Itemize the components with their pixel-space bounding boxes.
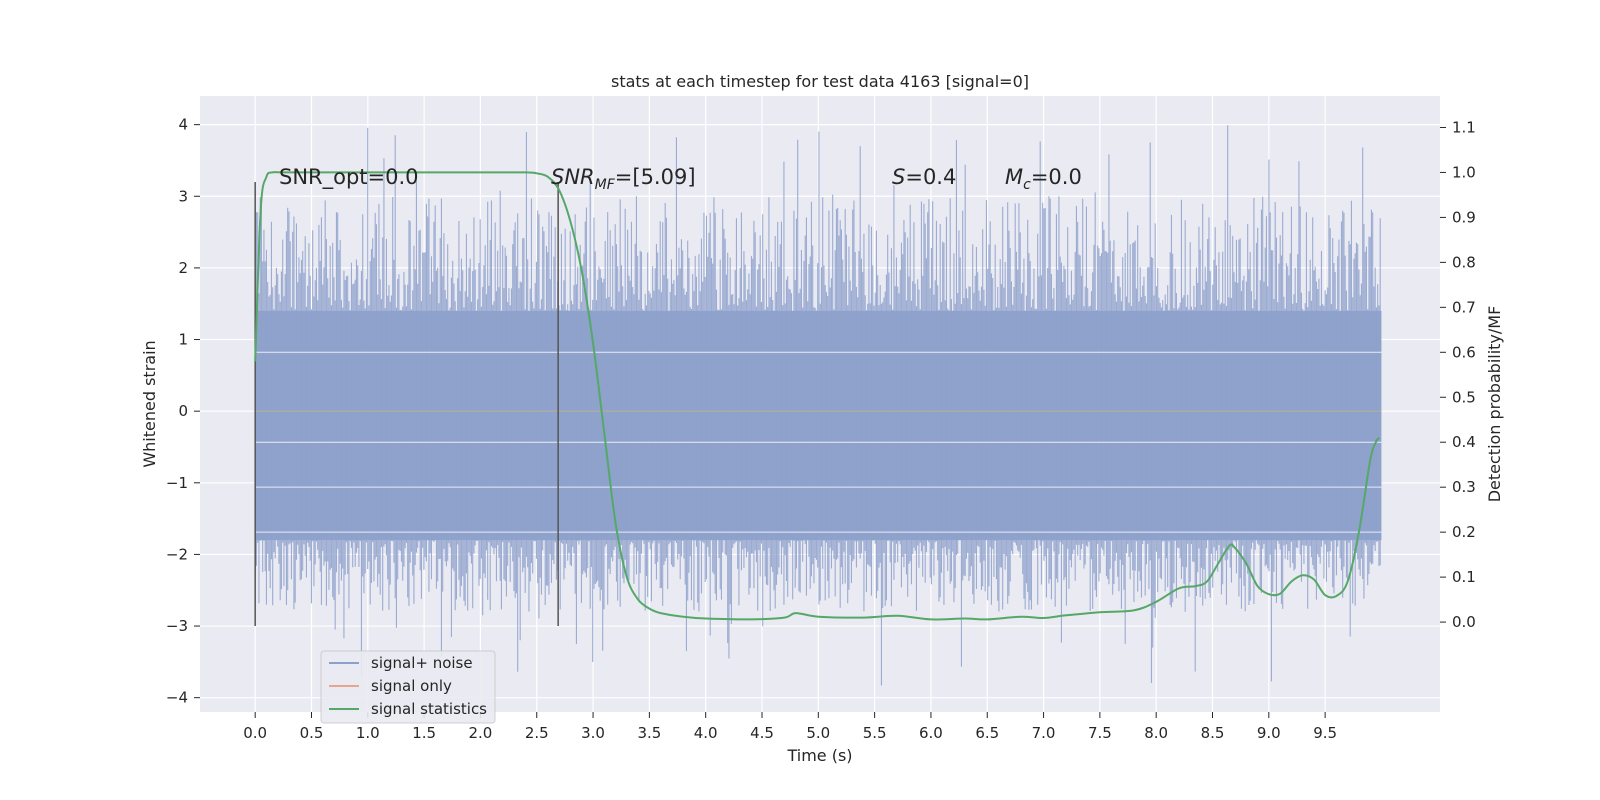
y2-tick-label: 0.6 bbox=[1452, 343, 1476, 361]
x-tick-label: 8.0 bbox=[1144, 724, 1168, 742]
y2-tick-label: 0.5 bbox=[1452, 388, 1476, 406]
x-tick-label: 9.0 bbox=[1257, 724, 1281, 742]
y-axis-label: Whitened strain bbox=[140, 340, 159, 467]
legend-label-statistics: signal statistics bbox=[371, 700, 487, 718]
x-tick-label: 1.5 bbox=[412, 724, 436, 742]
legend: signal+ noise signal only signal statist… bbox=[320, 650, 496, 724]
snr-mf-value: =[5.09] bbox=[615, 165, 696, 189]
mc-value: =0.0 bbox=[1031, 165, 1082, 189]
y2-axis-label: Detection probability/MF bbox=[1485, 306, 1504, 503]
x-tick-label: 0.5 bbox=[300, 724, 324, 742]
y2-tick-label: 0.4 bbox=[1452, 433, 1476, 451]
s-value: =0.4 bbox=[905, 165, 956, 189]
x-tick-label: 5.0 bbox=[806, 724, 830, 742]
noise-trace bbox=[254, 125, 1382, 686]
mc-symbol: M bbox=[1005, 165, 1023, 189]
x-tick-label: 9.5 bbox=[1313, 724, 1337, 742]
x-tick-label: 7.0 bbox=[1032, 724, 1056, 742]
y-tick-label: 2 bbox=[178, 259, 188, 277]
x-tick-label: 7.5 bbox=[1088, 724, 1112, 742]
mc-subscript: c bbox=[1023, 177, 1031, 193]
x-tick-label: 3.0 bbox=[581, 724, 605, 742]
y-tick-label: −2 bbox=[166, 545, 188, 563]
y2-tick-label: 0.9 bbox=[1452, 208, 1476, 226]
x-tick-label: 8.5 bbox=[1201, 724, 1225, 742]
chart-title: stats at each timestep for test data 416… bbox=[611, 72, 1029, 91]
x-tick-label: 4.0 bbox=[694, 724, 718, 742]
legend-label-signal-noise: signal+ noise bbox=[371, 654, 473, 672]
y2-tick-label: 0.3 bbox=[1452, 478, 1476, 496]
y-tick-label: 0 bbox=[178, 402, 188, 420]
y2-axis-ticks: 1.1 1.0 0.9 0.8 0.7 0.6 0.5 0.4 0.3 0.2 0.1 0.0 bbox=[1440, 118, 1476, 631]
x-tick-label: 6.5 bbox=[975, 724, 999, 742]
x-tick-label: 6.0 bbox=[919, 724, 943, 742]
annotation-mc: Mc=0.0 bbox=[1005, 165, 1082, 193]
legend-box bbox=[320, 650, 496, 724]
y2-tick-label: 1.0 bbox=[1452, 163, 1476, 181]
y2-tick-label: 0.2 bbox=[1452, 523, 1476, 541]
signal-statistics-line bbox=[254, 171, 1380, 621]
annotation-snr-opt: SNR_opt=0.0 bbox=[279, 165, 419, 190]
statistics-layer bbox=[254, 171, 1380, 621]
x-tick-label: 2.0 bbox=[469, 724, 493, 742]
y-tick-label: 4 bbox=[178, 116, 188, 134]
x-tick-label: 2.5 bbox=[525, 724, 549, 742]
x-tick-label: 4.5 bbox=[750, 724, 774, 742]
window-markers bbox=[254, 181, 559, 627]
y2-tick-label: 1.1 bbox=[1452, 118, 1476, 136]
x-tick-label: 3.5 bbox=[637, 724, 661, 742]
y-tick-label: −4 bbox=[166, 689, 188, 707]
snr-mf-symbol: SNR bbox=[551, 165, 595, 189]
y-tick-label: 1 bbox=[178, 331, 188, 349]
x-tick-label: 0.0 bbox=[243, 724, 267, 742]
y-tick-label: −1 bbox=[166, 474, 188, 492]
y2-tick-label: 0.7 bbox=[1452, 298, 1476, 316]
y2-tick-label: 0.1 bbox=[1452, 568, 1476, 586]
snr-mf-subscript: MF bbox=[595, 177, 616, 193]
y2-tick-label: 0.8 bbox=[1452, 253, 1476, 271]
signal-noise-core bbox=[255, 310, 1382, 541]
x-tick-label: 1.0 bbox=[356, 724, 380, 742]
x-axis-label: Time (s) bbox=[786, 746, 852, 765]
y-tick-label: 3 bbox=[178, 187, 188, 205]
y2-tick-label: 0.0 bbox=[1452, 613, 1476, 631]
x-tick-label: 5.5 bbox=[863, 724, 887, 742]
legend-label-signal-only: signal only bbox=[371, 677, 452, 695]
y-axis-ticks: 4 3 2 1 0 −1 −2 −3 −4 bbox=[166, 116, 200, 707]
annotation-s: S=0.4 bbox=[892, 165, 956, 189]
annotation-snr-mf: SNRMF=[5.09] bbox=[551, 165, 696, 193]
y-tick-label: −3 bbox=[166, 617, 188, 635]
x-axis-ticks: 0.0 0.5 1.0 1.5 2.0 2.5 3.0 3.5 4.0 4.5 5.0 5.5 6.0 6… bbox=[243, 712, 1337, 742]
s-symbol: S bbox=[892, 165, 905, 189]
